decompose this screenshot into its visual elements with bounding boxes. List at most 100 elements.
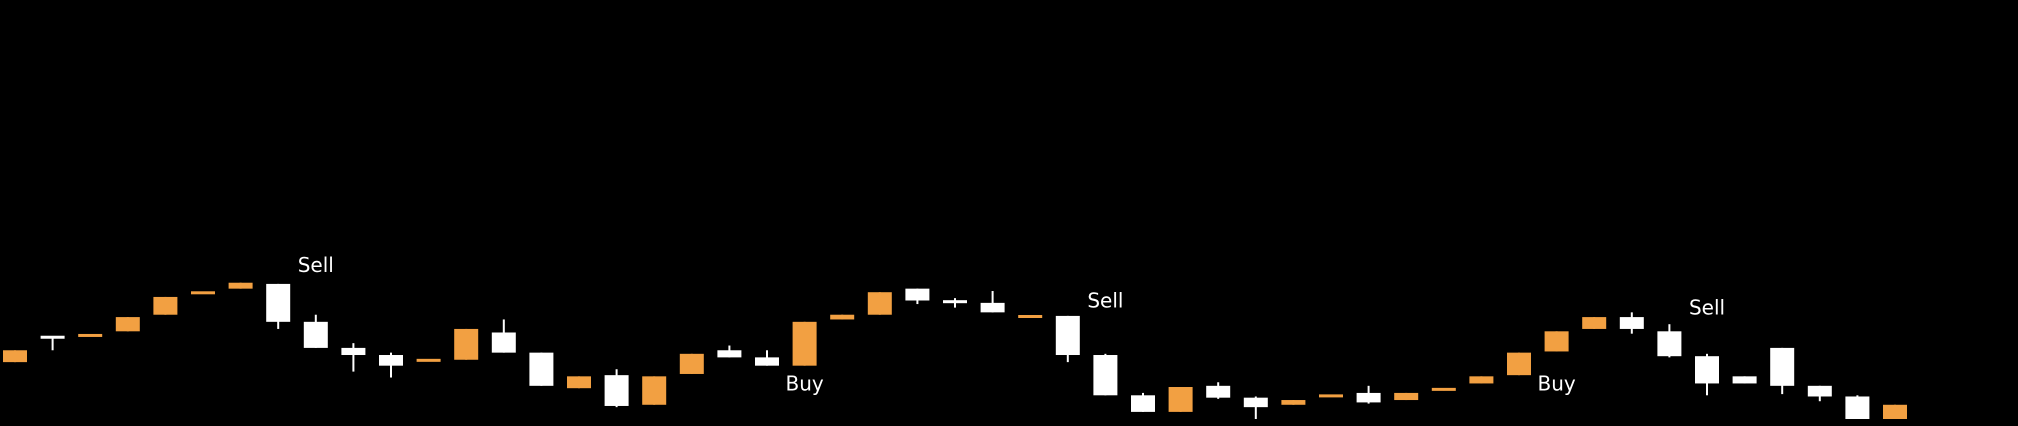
candle	[1243, 396, 1268, 419]
candle-body	[1544, 331, 1569, 352]
candle	[1695, 353, 1719, 396]
candle	[1883, 404, 1907, 419]
candle-body	[1168, 387, 1193, 412]
signals-layer: Sell Buy Sell Buy Sell	[298, 253, 1725, 396]
candle-body	[228, 282, 253, 289]
candle-body	[115, 317, 140, 332]
candle	[191, 291, 215, 295]
candle-body	[379, 355, 403, 366]
candle	[1845, 395, 1870, 419]
candle-body	[1469, 376, 1494, 384]
candle-body	[679, 353, 704, 374]
candle	[567, 376, 591, 389]
signal-label: Buy	[1537, 372, 1575, 396]
candle	[1055, 315, 1080, 363]
candle	[905, 288, 930, 305]
candle	[3, 350, 27, 363]
candle	[1131, 392, 1155, 412]
candle-body	[40, 335, 65, 339]
candle	[1018, 314, 1043, 318]
candle	[755, 350, 779, 366]
candle-body	[1883, 404, 1907, 419]
candle-body	[3, 350, 27, 363]
candle	[491, 319, 516, 353]
candle-body	[567, 376, 591, 389]
candle-body	[1807, 385, 1832, 397]
candle-body	[755, 357, 779, 366]
candle-body	[1619, 317, 1644, 329]
candle-body	[341, 347, 366, 356]
candle	[943, 298, 967, 308]
candle	[1507, 352, 1531, 376]
candles-layer	[3, 282, 1907, 419]
candle	[1732, 376, 1757, 384]
candle-body	[642, 376, 667, 405]
candle	[228, 282, 253, 289]
candle-body	[1319, 394, 1343, 398]
candle	[1319, 394, 1343, 398]
candle-body	[1845, 396, 1870, 419]
candle-body	[867, 292, 892, 315]
candle	[266, 283, 291, 329]
candle	[78, 333, 103, 337]
candle-body	[491, 332, 516, 353]
candle-body	[416, 358, 441, 362]
candle	[341, 343, 366, 372]
candle	[1093, 353, 1118, 396]
candle	[1356, 385, 1381, 404]
candle-body	[1206, 385, 1231, 398]
candle	[1807, 385, 1832, 402]
candle-body	[980, 302, 1005, 313]
candle	[792, 321, 817, 366]
candle-body	[1507, 352, 1531, 376]
candle-body	[266, 283, 291, 322]
candle	[115, 317, 140, 332]
candle-body	[1356, 392, 1381, 403]
candle	[717, 345, 742, 358]
candle	[1582, 317, 1607, 329]
candle-body	[1695, 356, 1719, 384]
candle-body	[78, 333, 103, 337]
signal-label: Buy	[785, 372, 823, 396]
candle-body	[1131, 395, 1155, 412]
candle-body	[1732, 376, 1757, 384]
candle-body	[191, 291, 215, 295]
candle	[980, 291, 1005, 313]
candle	[867, 292, 892, 315]
candle-body	[1093, 355, 1118, 396]
candle	[830, 314, 855, 320]
candle-body	[604, 375, 629, 406]
candle-body	[717, 350, 742, 358]
candle	[454, 328, 479, 360]
candle	[1168, 387, 1193, 412]
candle	[1544, 331, 1569, 352]
candle	[1770, 347, 1795, 395]
candle	[1281, 400, 1306, 405]
candle-body	[1394, 392, 1419, 401]
candle-body	[1431, 387, 1456, 391]
candle	[529, 352, 554, 386]
candle	[1469, 376, 1494, 384]
candle-body	[1243, 397, 1268, 408]
candle-body	[792, 321, 817, 366]
candle	[642, 376, 667, 405]
candle	[153, 296, 178, 315]
candle	[1619, 312, 1644, 334]
candle-body	[303, 321, 328, 348]
candle-body	[1657, 331, 1682, 357]
candle	[303, 314, 328, 348]
candle-body	[454, 328, 479, 360]
candle	[1206, 382, 1231, 399]
signal-label: Sell	[1087, 289, 1123, 313]
candle-body	[153, 296, 178, 315]
candle-body	[830, 314, 855, 320]
candle-body	[529, 352, 554, 386]
candle	[604, 369, 629, 408]
candle-body	[943, 300, 967, 304]
candle-body	[1582, 317, 1607, 329]
candle	[1394, 392, 1419, 401]
candle-body	[1770, 347, 1795, 386]
candle	[1431, 387, 1456, 391]
